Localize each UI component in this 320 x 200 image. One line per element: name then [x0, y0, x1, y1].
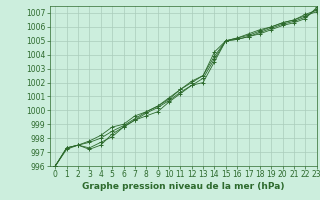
X-axis label: Graphe pression niveau de la mer (hPa): Graphe pression niveau de la mer (hPa) — [82, 182, 284, 191]
